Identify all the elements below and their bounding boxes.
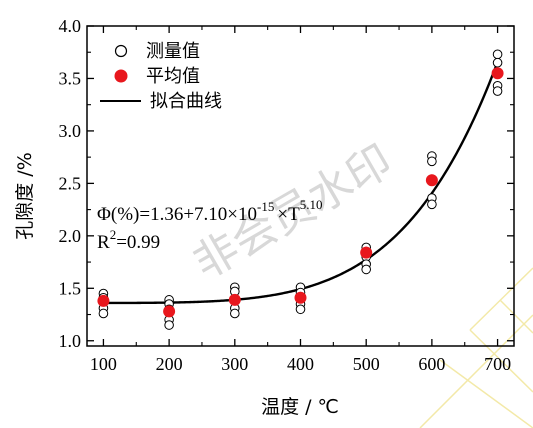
legend-label-mean: 平均值	[146, 66, 200, 87]
mean-point	[163, 305, 176, 318]
x-tick-label: 200	[156, 354, 183, 374]
y-tick-label: 2.0	[59, 226, 82, 246]
watermark-lines	[419, 267, 533, 428]
y-tick-label: 1.0	[59, 331, 82, 351]
measured-point	[492, 49, 503, 60]
measured-point	[427, 156, 437, 167]
r-squared: R2=0.99	[97, 227, 160, 253]
mean-point	[491, 67, 504, 80]
watermark: 非会员水印	[185, 135, 533, 428]
legend-marker-measured	[114, 44, 128, 58]
fit-equation: Φ(%)=1.36+7.10×10-15 ×T5.10 R2=0.99	[97, 197, 322, 253]
x-tick-label: 600	[418, 354, 445, 374]
y-axis-title: 孔隙度 /%	[14, 152, 36, 240]
mean-points	[97, 67, 504, 318]
x-tick-label: 700	[484, 354, 511, 374]
x-ticks	[102, 26, 499, 346]
mean-point	[97, 294, 110, 307]
equation-times-t: ×T	[277, 204, 300, 225]
y-ticks	[87, 25, 514, 342]
r2-prefix: R	[97, 232, 110, 253]
legend-label-fit: 拟合曲线	[150, 91, 222, 112]
legend-label-measured: 测量值	[146, 41, 200, 62]
x-tick-labels: 100 200 300 400 500 600 700	[90, 354, 511, 374]
equation-line: Φ(%)=1.36+7.10×10-15 ×T5.10	[97, 197, 322, 225]
x-tick-label: 500	[353, 354, 380, 374]
mean-point	[425, 174, 438, 187]
x-tick-label: 400	[287, 354, 314, 374]
legend-marker-mean	[114, 69, 128, 83]
x-axis-title: 温度 / ℃	[261, 396, 339, 418]
equation-exponent-2: 5.10	[300, 197, 323, 212]
equation-exponent-1: -15	[257, 199, 274, 214]
r2-superscript: 2	[110, 227, 117, 242]
y-tick-labels: 1.0 1.5 2.0 2.5 3.0 3.5 4.0	[59, 16, 82, 351]
y-tick-label: 3.0	[59, 121, 82, 141]
measured-point	[492, 57, 503, 68]
measured-point	[295, 304, 306, 315]
x-tick-label: 300	[221, 354, 248, 374]
equation-main: Φ(%)=1.36+7.10×10	[97, 204, 257, 225]
measured-point	[98, 308, 109, 319]
y-tick-label: 1.5	[59, 278, 82, 298]
measured-point	[361, 264, 371, 275]
legend: 测量值 平均值 拟合曲线	[100, 41, 222, 112]
measured-point	[164, 320, 174, 330]
y-tick-label: 4.0	[59, 16, 82, 36]
y-tick-label: 2.5	[59, 173, 82, 193]
measured-point	[427, 199, 437, 210]
mean-point	[294, 291, 307, 304]
y-tick-label: 3.5	[59, 68, 82, 88]
measured-point	[492, 86, 503, 96]
mean-point	[360, 246, 373, 259]
r2-value: =0.99	[116, 232, 160, 253]
measured-point	[230, 308, 240, 319]
x-tick-label: 100	[90, 354, 117, 374]
mean-point	[228, 293, 241, 306]
